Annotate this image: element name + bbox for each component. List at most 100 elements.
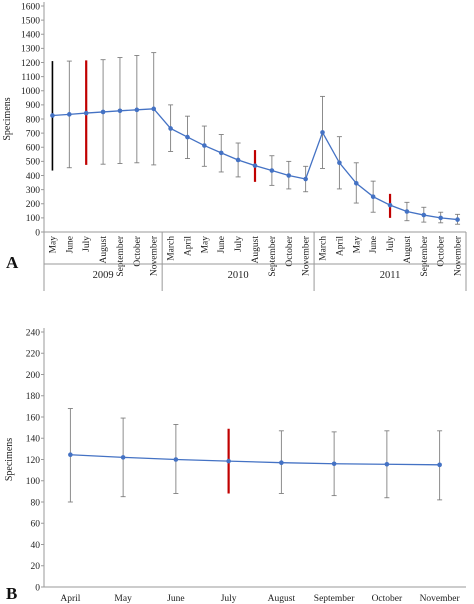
y-tick-label: 160	[26, 413, 41, 423]
data-point	[286, 173, 292, 178]
y-tick-label: 80	[31, 498, 41, 508]
y-tick-label: 400	[26, 172, 41, 182]
y-tick-label: 700	[26, 129, 41, 139]
data-point	[168, 126, 173, 131]
x-tick-label: April	[60, 594, 80, 604]
x-tick-label: May	[200, 236, 210, 254]
x-tick-label: November	[420, 594, 461, 604]
data-point	[226, 458, 231, 464]
y-tick-label: 140	[26, 435, 41, 445]
y-tick-label: 1100	[21, 73, 40, 83]
x-tick-label: August	[403, 236, 413, 264]
x-tick-label: August	[99, 236, 109, 264]
x-tick-label: August	[251, 236, 261, 264]
x-tick-label: September	[314, 594, 355, 604]
panel-label-b: B	[6, 584, 17, 603]
x-tick-label: April	[335, 236, 345, 256]
data-point	[173, 457, 179, 462]
y-tick-label: 1000	[21, 87, 40, 97]
data-point	[202, 143, 207, 148]
year-group-label: 2009	[93, 270, 114, 281]
series-line	[70, 454, 440, 466]
x-tick-label: July	[234, 236, 244, 252]
x-tick-label: August	[268, 594, 296, 604]
x-tick-label: April	[183, 236, 193, 256]
data-point	[68, 452, 73, 458]
y-tick-label: 200	[26, 200, 41, 210]
x-tick-label: June	[369, 236, 379, 253]
panel-a-chart: 0 100 200 300 400 500 600 700 800 900 1000 1100 1200…	[2, 2, 467, 291]
panel-label-a: A	[6, 253, 19, 272]
data-point	[235, 157, 241, 163]
x-tick-label: July	[82, 236, 92, 252]
y-tick-label: 0	[35, 583, 40, 593]
year-group-label: 2010	[228, 270, 249, 281]
x-tick-label: July	[386, 236, 396, 252]
data-point	[120, 455, 126, 460]
data-point	[303, 176, 308, 182]
y-tick-label: 300	[26, 186, 41, 196]
data-point	[438, 215, 443, 221]
y-tick-label: 1300	[21, 45, 40, 55]
y-tick-label: 60	[31, 520, 41, 530]
data-point	[100, 109, 106, 115]
y-axis-label: Specimens	[4, 438, 15, 481]
y-tick-label: 1600	[21, 2, 40, 12]
x-tick-label: March	[319, 236, 329, 261]
data-point	[437, 462, 442, 468]
y-tick-label: 200	[26, 371, 41, 381]
x-tick-label: July	[221, 594, 237, 604]
x-tick-label: October	[285, 235, 295, 266]
y-tick-label: 1500	[21, 16, 40, 26]
x-tick-label: November	[302, 235, 312, 276]
y-tick-label: 220	[26, 350, 41, 360]
data-point	[269, 168, 275, 173]
x-tick-label: September	[420, 235, 430, 276]
y-tick-label: 1400	[21, 31, 40, 41]
data-point	[353, 180, 359, 186]
data-point	[83, 110, 89, 116]
data-point	[421, 212, 427, 218]
x-tick-label: September	[116, 235, 126, 276]
data-point	[185, 134, 190, 140]
x-tick-label: October	[133, 235, 143, 266]
y-tick-label: 100	[26, 477, 41, 487]
data-point	[252, 163, 258, 168]
y-tick-label: 900	[26, 101, 41, 111]
data-point	[218, 150, 224, 156]
x-tick-label: October	[372, 594, 403, 604]
x-tick-label: September	[268, 235, 278, 276]
x-tick-label: March	[167, 236, 177, 261]
x-tick-label: June	[217, 236, 227, 253]
y-tick-label: 0	[35, 228, 40, 238]
y-tick-label: 100	[26, 214, 41, 224]
data-point	[67, 112, 72, 117]
y-tick-label: 800	[26, 115, 41, 125]
data-point	[455, 217, 460, 222]
x-tick-label: November	[150, 235, 160, 276]
x-tick-label: June	[65, 236, 75, 253]
data-point	[117, 108, 123, 114]
data-point	[320, 130, 325, 135]
data-point	[384, 461, 390, 467]
y-tick-label: 240	[26, 328, 41, 338]
x-tick-label: May	[352, 236, 362, 254]
data-point	[337, 160, 342, 166]
y-tick-label: 120	[26, 456, 41, 466]
data-point	[134, 107, 140, 113]
x-tick-label: May	[114, 594, 132, 604]
x-tick-label: June	[167, 594, 184, 604]
year-group-label: 2011	[380, 270, 401, 281]
panel-b-chart: 0 20 40 60 80 100 120 140 160 180 200 220 240 Specime…	[4, 328, 466, 604]
data-point	[50, 113, 55, 118]
y-tick-label: 180	[26, 392, 41, 402]
x-tick-label: October	[437, 235, 447, 266]
y-tick-label: 500	[26, 158, 41, 168]
data-point	[151, 106, 157, 112]
data-point	[387, 202, 393, 208]
y-tick-label: 20	[31, 562, 41, 572]
x-tick-label: November	[454, 235, 464, 276]
data-point	[331, 461, 337, 467]
data-point	[279, 460, 284, 465]
